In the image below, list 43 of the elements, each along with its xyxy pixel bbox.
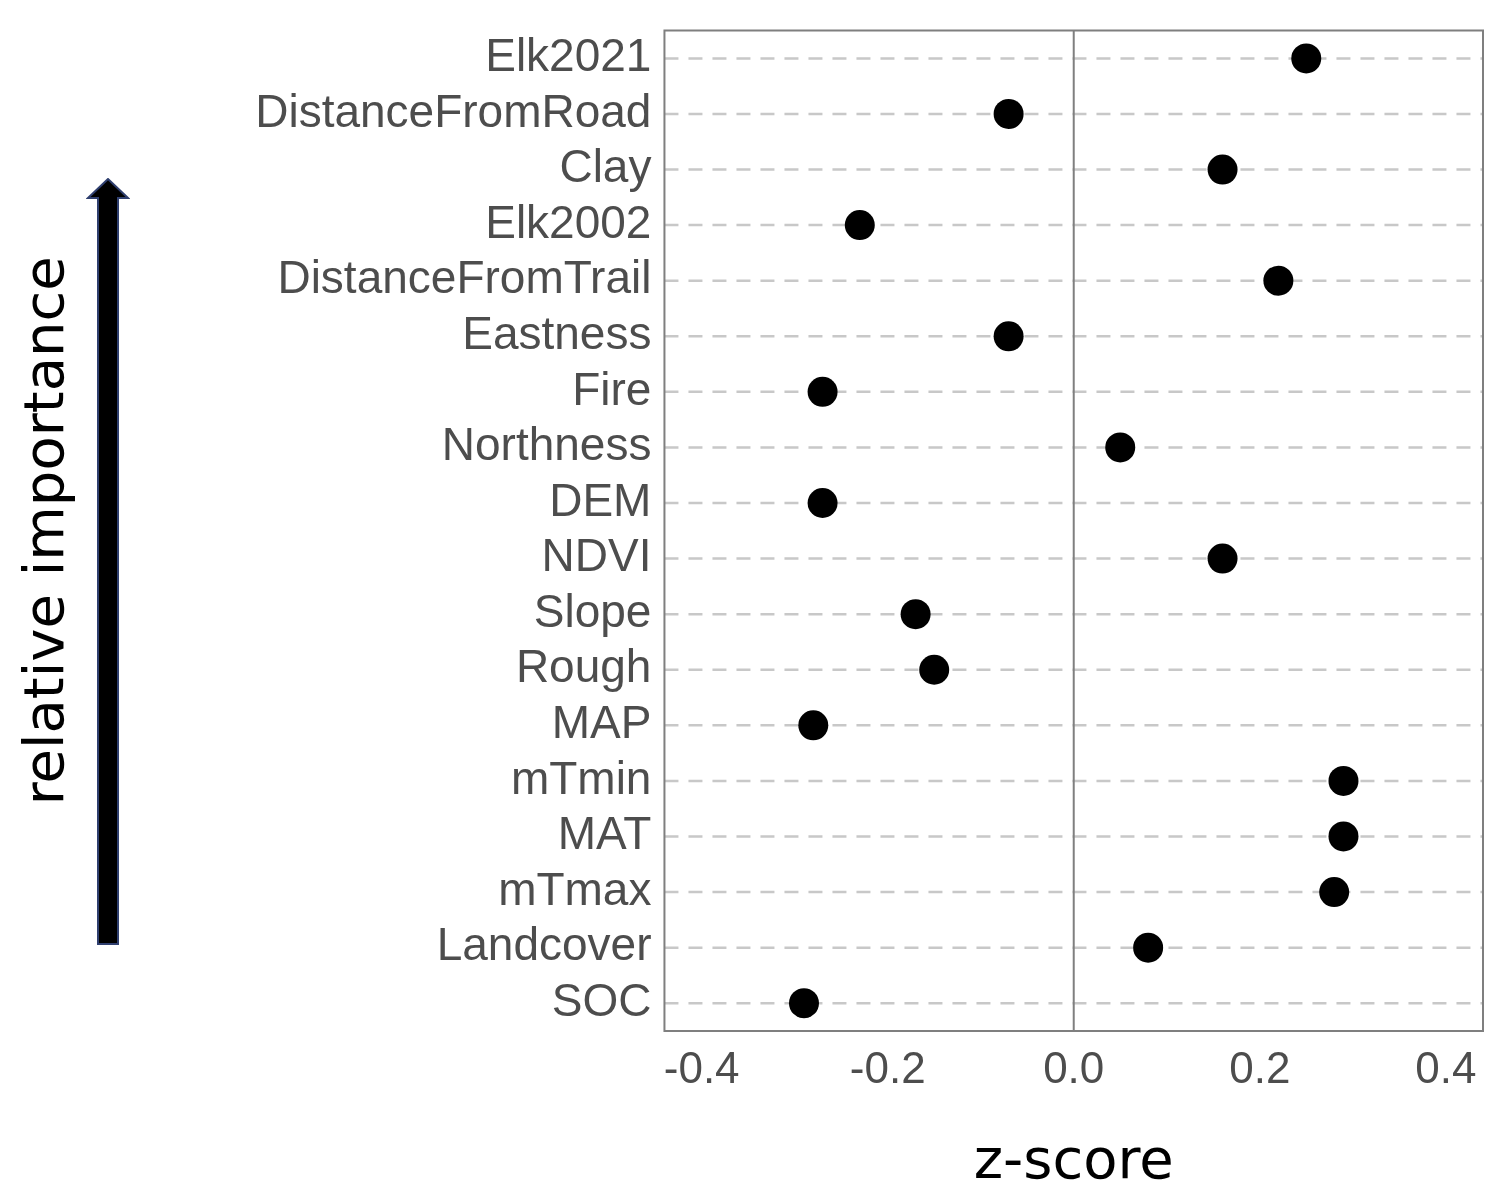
point <box>807 488 838 519</box>
y-tick-label: Clay <box>559 140 652 193</box>
y-tick-label: DistanceFromTrail <box>277 251 652 304</box>
y-tick-label: mTmin <box>510 751 652 804</box>
y-tick-label: NDVI <box>541 529 652 582</box>
point <box>844 210 875 241</box>
point <box>993 321 1024 352</box>
y-tick-label: Fire <box>572 362 652 415</box>
point <box>1319 877 1350 908</box>
point <box>900 599 931 630</box>
y-tick-label: DistanceFromRoad <box>255 84 652 137</box>
y-tick-label: Eastness <box>462 306 652 359</box>
point <box>993 98 1024 129</box>
point <box>807 376 838 407</box>
y-tick-label: MAT <box>557 807 652 860</box>
y-tick-label: Elk2021 <box>485 29 652 82</box>
x-tick-label: 0.4 <box>1415 1042 1477 1092</box>
point <box>1207 543 1238 574</box>
point <box>1263 265 1294 296</box>
point <box>788 988 819 1019</box>
y-tick-label: DEM <box>549 473 652 526</box>
x-tick-label: 0.0 <box>1043 1042 1105 1092</box>
point <box>1133 932 1164 963</box>
y-tick-label: Slope <box>533 584 652 637</box>
y-tick-label: SOC <box>551 973 652 1026</box>
point <box>1291 43 1322 74</box>
y-tick-label: Rough <box>515 640 652 693</box>
y-axis-title: relative importance <box>11 256 77 806</box>
y-tick-label: mTmax <box>498 862 652 915</box>
x-tick-label: -0.2 <box>849 1042 926 1092</box>
point <box>1328 821 1359 852</box>
point <box>1328 765 1359 796</box>
point <box>1207 154 1238 185</box>
point <box>798 710 829 741</box>
point <box>1105 432 1136 463</box>
x-tick-label: -0.4 <box>663 1042 740 1092</box>
x-axis-title: z-score <box>973 1125 1174 1191</box>
point <box>919 654 950 685</box>
x-tick-label: 0.2 <box>1229 1042 1291 1092</box>
y-tick-label: MAP <box>551 696 652 749</box>
y-tick-label: Northness <box>441 418 652 471</box>
y-tick-label: Elk2002 <box>485 195 652 248</box>
y-tick-label: Landcover <box>436 918 652 971</box>
